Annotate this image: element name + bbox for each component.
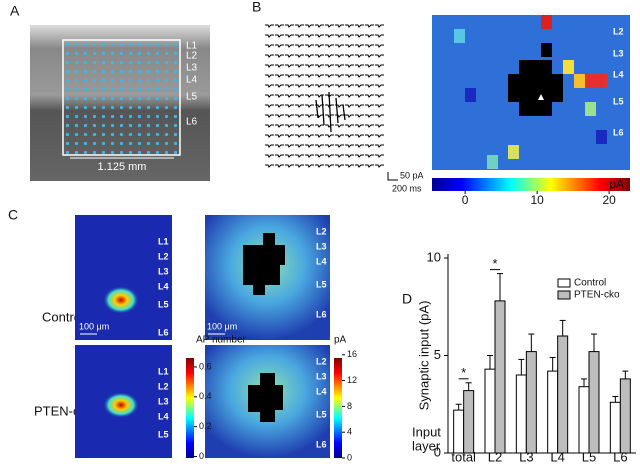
bar	[515, 374, 527, 454]
y-tick-label: 0	[434, 444, 441, 459]
bar	[609, 401, 621, 454]
layer-label: L6	[613, 127, 624, 137]
colorbar-label: pA	[334, 335, 347, 346]
panel-label: A	[10, 3, 20, 19]
grid-border	[62, 39, 181, 156]
tick-label: 0.6	[199, 361, 212, 371]
layer-label: L5	[158, 299, 169, 309]
ap-colorbar	[186, 358, 194, 458]
traces	[265, 20, 385, 170]
panel-label: B	[252, 0, 261, 15]
layer-label: L5	[186, 92, 198, 103]
tick-label: 0.2	[199, 421, 212, 431]
layer-label: L4	[186, 75, 198, 86]
tick-label: 8	[347, 401, 352, 411]
ap-hotspot	[103, 286, 139, 314]
y-tick-label: 5	[434, 347, 441, 362]
soma-mask	[243, 233, 285, 295]
ap-map	[75, 215, 172, 340]
bar	[453, 409, 465, 454]
layer-label: L3	[158, 396, 169, 406]
bar	[619, 378, 631, 454]
soma-mask	[248, 373, 283, 422]
panel-label: C	[8, 207, 18, 223]
layer-label: L2	[316, 356, 327, 366]
soma-marker	[538, 94, 544, 100]
layer-label: L3	[186, 63, 198, 74]
tick-label: 20	[602, 193, 616, 207]
colorbar-unit: pA	[609, 177, 624, 191]
layer-label: L2	[158, 251, 169, 261]
stim-grid	[63, 40, 180, 155]
bar	[557, 335, 569, 454]
layer-label: L4	[158, 411, 169, 421]
legend-swatch	[557, 290, 571, 300]
layer-label: L2	[158, 381, 169, 391]
layer-label: L3	[316, 241, 327, 251]
panel-label: D	[402, 291, 412, 307]
layer-label: L5	[316, 409, 327, 419]
scale-label: 50 pA	[400, 170, 424, 180]
scale-label: 200 ms	[392, 183, 422, 193]
bar	[547, 370, 559, 454]
row-label: Control	[42, 309, 84, 324]
layer-label: L3	[613, 48, 624, 58]
x-axis-title: layer	[412, 438, 441, 453]
bar	[525, 351, 537, 454]
tick-label: 16	[347, 349, 357, 359]
legend-label: PTEN-cko	[574, 290, 620, 301]
heatmap-cells	[454, 15, 607, 169]
colorbar-label: AP number	[196, 335, 247, 346]
tick-label: 0	[462, 193, 469, 207]
layer-label: L2	[186, 51, 198, 62]
tick-label: 0.4	[199, 391, 212, 401]
y-tick-label: 10	[427, 249, 441, 264]
layer-label: L4	[613, 69, 624, 79]
layer-label: L3	[158, 266, 169, 276]
layer-label: L4	[316, 386, 327, 396]
layer-label: L6	[158, 457, 169, 463]
x-axis-title: Input	[412, 424, 441, 439]
layer-label: L3	[316, 371, 327, 381]
ap-hotspot	[103, 392, 139, 418]
pa-colorbar	[334, 358, 342, 458]
layer-label: L6	[316, 439, 327, 449]
tick-label: 0	[199, 451, 204, 461]
tick-label: 10	[530, 193, 544, 207]
scale-bar	[387, 172, 398, 181]
annotation: *	[461, 365, 466, 380]
layer-label: L2	[316, 226, 327, 236]
tick-label: 12	[347, 375, 357, 385]
bar	[588, 351, 600, 454]
trace-spikes	[315, 91, 346, 133]
legend-swatch	[557, 278, 571, 288]
tick-label: 4	[347, 427, 352, 437]
scale-label: 100 μm	[79, 321, 109, 331]
legend-label: Control	[574, 278, 606, 289]
layer-label: L2	[613, 26, 624, 36]
bar	[578, 386, 590, 454]
layer-label: L1	[158, 236, 169, 246]
layer-label: L1	[186, 41, 198, 52]
tick-label: 0	[347, 452, 352, 462]
annotation: *	[492, 256, 497, 271]
scale-label: 1.125 mm	[98, 161, 147, 173]
y-axis-title: Synaptic input (pA)	[416, 301, 431, 411]
bar	[484, 368, 496, 454]
layer-label: L5	[316, 279, 327, 289]
layer-label: L6	[316, 309, 327, 319]
layer-label: L5	[613, 96, 624, 106]
layer-label: L1	[158, 366, 169, 376]
layer-label: L5	[158, 429, 169, 439]
bar	[494, 300, 506, 454]
bar	[463, 390, 475, 454]
layer-label: L4	[316, 256, 327, 266]
scale-label: 100 μm	[207, 321, 237, 331]
layer-label: L6	[158, 327, 169, 337]
layer-label: L4	[158, 281, 169, 291]
layer-label: L6	[186, 117, 198, 128]
colorbar	[432, 178, 630, 191]
